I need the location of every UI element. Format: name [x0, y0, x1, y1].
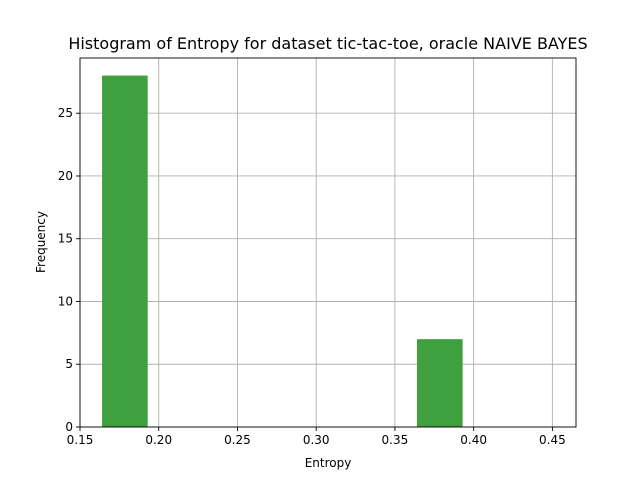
x-axis-label: Entropy [305, 456, 352, 470]
y-tick-label: 10 [58, 294, 73, 308]
bars [102, 75, 463, 428]
histogram-bar [102, 75, 148, 428]
x-tick-label: 0.35 [382, 433, 409, 447]
x-tick-label: 0.20 [145, 433, 172, 447]
plot-frame [79, 57, 577, 428]
y-tick-label: 20 [58, 169, 73, 183]
x-tick-label: 0.15 [67, 433, 94, 447]
histogram-bar [416, 339, 463, 427]
chart-title: Histogram of Entropy for dataset tic-tac… [68, 34, 587, 53]
y-tick-label: 5 [65, 357, 73, 371]
y-axis-ticks: 0 5 10 15 20 25 [58, 106, 80, 434]
y-axis-label: Frequency [34, 211, 48, 273]
x-tick-label: 0.30 [303, 433, 330, 447]
x-axis-ticks: 0.15 0.20 0.25 0.30 0.35 0.40 0.45 [67, 427, 566, 447]
x-tick-label: 0.40 [460, 433, 487, 447]
x-tick-label: 0.25 [224, 433, 251, 447]
x-tick-label: 0.45 [539, 433, 566, 447]
y-tick-label: 0 [65, 420, 73, 434]
y-tick-label: 15 [58, 232, 73, 246]
grid-lines [79, 58, 576, 428]
y-tick-label: 25 [58, 106, 73, 120]
